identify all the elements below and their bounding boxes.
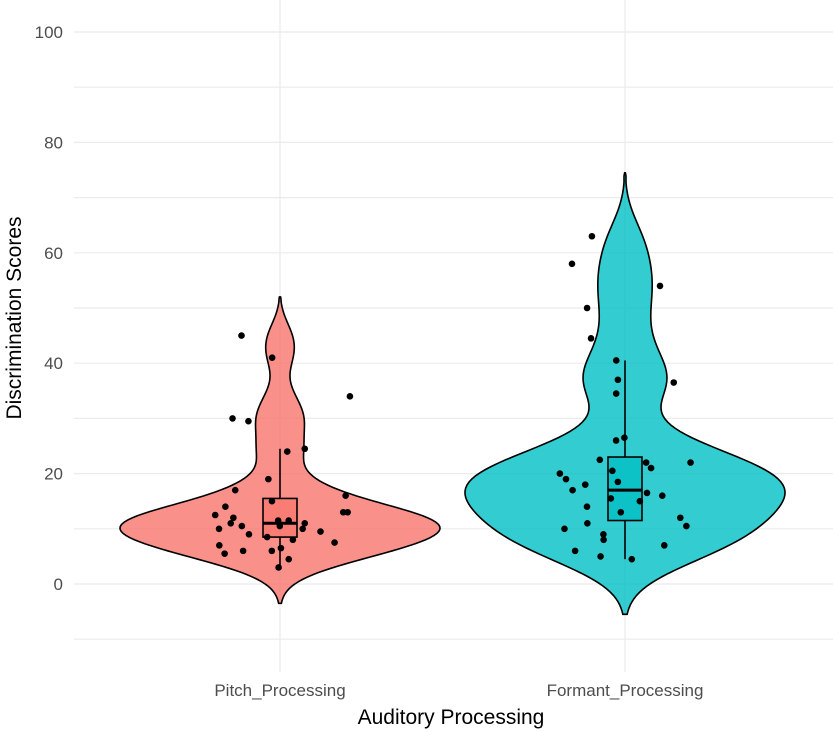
point-layer (211, 232, 694, 571)
grid-layer (74, 0, 833, 672)
data-point (636, 497, 644, 505)
data-point (600, 536, 607, 544)
data-point (229, 415, 236, 422)
data-point (562, 475, 570, 483)
data-point (277, 544, 285, 552)
data-point (268, 547, 276, 555)
data-point (561, 525, 568, 533)
data-point (238, 332, 245, 339)
data-point (239, 547, 247, 555)
data-point (628, 555, 636, 563)
data-point (221, 550, 228, 557)
data-point (301, 519, 309, 527)
x-tick-label: Formant_Processing (547, 681, 704, 700)
data-point (556, 470, 564, 477)
data-point (274, 517, 282, 524)
data-point (265, 475, 272, 483)
data-point (569, 486, 576, 494)
data-point (263, 533, 271, 541)
data-point (285, 555, 293, 563)
data-point (276, 522, 284, 530)
data-point (222, 503, 229, 511)
data-point (677, 514, 684, 522)
data-point (587, 335, 595, 342)
data-point (617, 508, 625, 516)
data-point (612, 357, 620, 364)
data-point (621, 434, 628, 442)
data-point (581, 481, 589, 488)
data-point (607, 495, 615, 502)
data-point (215, 525, 223, 533)
data-point (317, 528, 324, 535)
y-tick-label: 100 (35, 23, 63, 42)
data-point (584, 519, 591, 527)
y-tick-label: 80 (44, 133, 63, 152)
y-tick-label: 0 (54, 575, 63, 594)
data-point (583, 503, 591, 511)
data-point (568, 260, 576, 268)
x-axis-title: Auditory Processing (358, 706, 545, 729)
y-tick-label: 60 (44, 244, 63, 263)
data-point (571, 547, 579, 555)
data-point (597, 553, 604, 560)
data-point (612, 437, 620, 444)
data-point (600, 531, 607, 538)
y-tick-label: 20 (44, 465, 63, 484)
tick-layer: 0 20 40 60 80 100 Pitch_Processing Formant_Proc… (35, 23, 704, 700)
data-point (245, 417, 252, 425)
data-point (289, 536, 297, 544)
data-point (614, 376, 622, 384)
data-point (687, 459, 694, 466)
data-point (609, 467, 616, 475)
data-point (283, 448, 291, 455)
data-point (583, 304, 591, 312)
data-point (643, 489, 651, 497)
data-point (588, 232, 596, 240)
data-point (647, 464, 655, 472)
data-point (344, 508, 351, 516)
data-point (268, 497, 276, 505)
data-point (230, 514, 237, 522)
data-point (285, 517, 293, 524)
box-iqr (262, 497, 298, 538)
data-point (301, 445, 309, 453)
x-tick-label: Pitch_Processing (214, 681, 345, 700)
data-point (670, 379, 678, 386)
data-point (612, 390, 620, 397)
data-point (660, 542, 668, 549)
y-axis-title: Discrimination Scores (3, 216, 26, 419)
box-layer (262, 360, 643, 568)
data-point (231, 486, 239, 494)
data-point (216, 542, 223, 549)
data-point (656, 282, 664, 290)
data-point (642, 459, 650, 466)
data-point (331, 539, 338, 546)
data-point (268, 354, 276, 361)
data-point (211, 511, 219, 519)
data-point (342, 492, 349, 499)
data-point (658, 492, 666, 499)
y-tick-label: 40 (44, 354, 63, 373)
data-point (299, 525, 306, 533)
data-point (238, 522, 246, 530)
data-point (683, 522, 690, 530)
data-point (245, 531, 253, 538)
data-point (614, 478, 622, 486)
data-point (275, 564, 282, 571)
data-point (596, 456, 604, 464)
data-point (227, 519, 235, 527)
data-point (346, 393, 354, 400)
